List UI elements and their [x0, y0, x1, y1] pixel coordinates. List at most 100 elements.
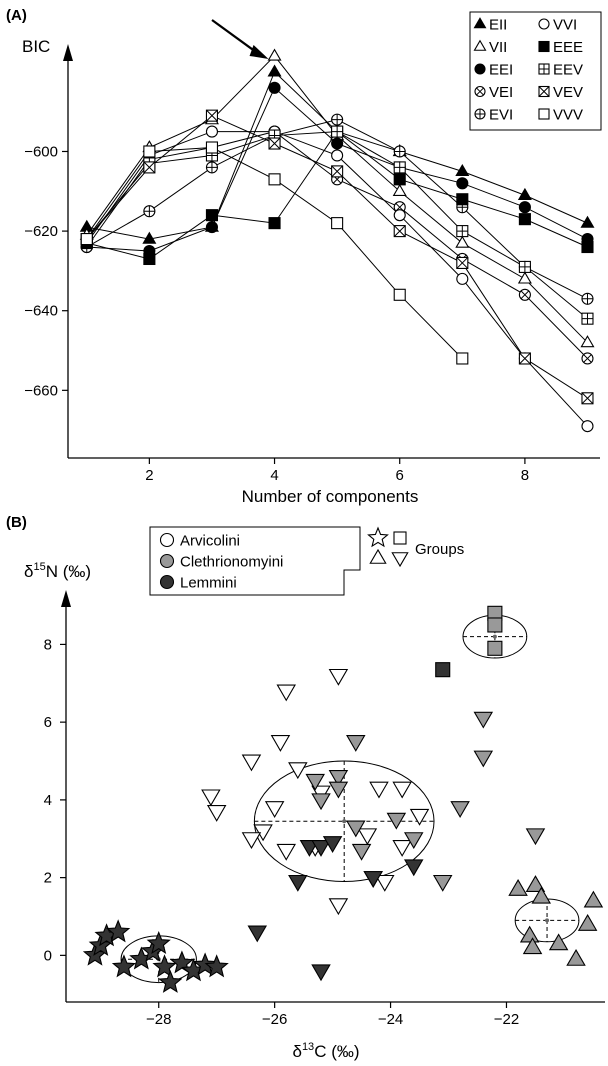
panel-b-point-triangle-down-arvicolini	[369, 781, 389, 799]
panel-a-point-vii	[517, 271, 532, 284]
panel-a-point-vev-cross	[519, 352, 531, 365]
panel-b-point-triangle-down-lemmini	[322, 836, 343, 853]
panel-a-legend-label-vei: VEI	[489, 84, 513, 101]
panel-b-legend-label-lemmini: Lemmini	[180, 575, 237, 592]
panel-b-y-label-sup: 15	[33, 561, 45, 573]
panel-a-point-eev-plus	[581, 313, 593, 325]
panel-a-series	[79, 48, 595, 433]
panel-b-y-axis-arrow	[61, 590, 71, 607]
panel-a-point-eee	[143, 252, 156, 266]
panel-b-point-star-lemmini	[146, 930, 171, 954]
panel-b-point-star-lemmini	[158, 969, 183, 993]
panel-b-ellipse-center	[342, 819, 347, 824]
panel-a-point-eei	[518, 201, 531, 214]
panel-a-legend-marker-eev-plus	[539, 64, 549, 74]
panel-a-point-vev-cross	[268, 137, 281, 150]
panel-a-point-eii	[517, 187, 532, 200]
panel-a-point-eei	[268, 81, 281, 94]
panel-b-point-triangle-down-clethrionomyini	[305, 773, 325, 791]
panel-a-arrow-head	[249, 44, 269, 59]
panel-b-point-triangle-down-arvicolini	[357, 828, 378, 846]
panel-b-ellipses	[120, 614, 580, 984]
panel-b-point-triangle-down-arvicolini	[392, 781, 412, 799]
panel-b-x-tick-label: −26	[262, 1011, 287, 1028]
panel-b-legend-square	[393, 531, 407, 545]
panel-a-point-vvv	[393, 288, 406, 301]
panel-b-point-triangle-down-clethrionomyini	[450, 801, 470, 818]
panel-a-point-eii	[580, 215, 595, 228]
panel-b-point-triangle-down-arvicolini	[241, 754, 262, 772]
panel-a-legend-label-eev: EEV	[553, 62, 583, 79]
panel-a-legend-marker-vvv	[538, 108, 550, 120]
panel-a-legend-marker-eei	[474, 63, 486, 75]
panel-a-x-axis-label: Number of components	[242, 487, 419, 506]
panel-a-point-eei	[331, 137, 344, 150]
panel-a-point-vvi	[581, 420, 594, 433]
panel-a-legend-marker-vev-cross	[538, 86, 550, 97]
panel-b-x-tick-label: −24	[378, 1011, 403, 1028]
panel-b-legend-box	[149, 526, 361, 596]
panel-b-y-tick-label: 6	[44, 714, 52, 731]
panel-b-point-triangle-down-clethrionomyini	[473, 750, 494, 768]
panel-a-point-vvv	[331, 217, 344, 230]
panel-b-point-triangle-up-clethrionomyini	[548, 933, 569, 951]
panel-a-point-vev-cross	[206, 109, 218, 122]
panel-a-point-eee	[581, 240, 594, 254]
panel-b-point-triangle-down-lemmini	[288, 874, 308, 892]
panel-b-x-tick-label: −28	[146, 1011, 171, 1028]
panel-b-legend-label-clethrionomyini: Clethrionomyini	[180, 554, 283, 571]
panel-b-x-label-rest: C (‰)	[314, 1042, 359, 1061]
panel-a-legend-label-eei: EEI	[489, 62, 513, 79]
panel-a-legend-label-vvi: VVI	[553, 17, 577, 34]
panel-b-point-triangle-up-clethrionomyini	[519, 925, 540, 943]
panel-b-point-triangle-down-arvicolini	[201, 789, 221, 807]
panel-b-legend-triangle-up	[369, 548, 387, 564]
panel-a-point-vev-cross	[456, 257, 469, 269]
panel-b-point-triangle-up-clethrionomyini	[531, 886, 552, 904]
panel-a-point-vii	[455, 235, 470, 248]
panel-a-legend-box	[469, 11, 602, 131]
panel-a-legend-label-vvv: VVV	[553, 107, 583, 124]
panel-b-ellipse-center	[545, 918, 550, 923]
panel-b-point-triangle-up-clethrionomyini	[577, 913, 598, 931]
panel-a-point-eee	[393, 173, 406, 186]
panel-b-axes: −28 −26 −24 −22 0 2 4 6 8	[44, 590, 605, 1028]
panel-a-y-axis-arrow	[63, 44, 73, 61]
panel-b-y-tick-label: 0	[44, 947, 52, 964]
panel-b-point-triangle-down-clethrionomyini	[328, 781, 349, 799]
panel-a-point-vii	[267, 48, 282, 61]
panel-b-label: (B)	[6, 514, 27, 531]
panel-b-ellipse-center	[492, 634, 497, 639]
panel-b-point-triangle-down-arvicolini	[409, 808, 430, 826]
panel-a-legend-label-vev: VEV	[553, 84, 583, 101]
panel-a-point-eii	[455, 163, 470, 177]
panel-a-point-eee	[456, 193, 469, 206]
panel-a-point-eii	[267, 64, 282, 77]
panel-a-point-eee	[518, 213, 531, 226]
panel-a-point-eev-plus	[519, 261, 531, 273]
panel-a-legend-label-vii: VII	[489, 39, 507, 56]
panel-b-point-triangle-down-lemmini	[311, 839, 331, 857]
panel-b-legend-marker-arvicolini	[159, 532, 175, 548]
panel-a-point-eev-plus	[456, 225, 468, 237]
panel-b-point-square-clethrionomyini	[487, 617, 503, 633]
panel-a-point-vvv	[80, 233, 93, 246]
panel-b-point-square-lemmini	[435, 662, 451, 678]
panel-a-point-vii	[392, 183, 407, 196]
panel-a-y-tick-label: −640	[24, 303, 58, 320]
panel-b-point-triangle-down-clethrionomyini	[432, 874, 453, 892]
panel-a-x-tick-label: 6	[396, 467, 404, 484]
panel-a-legend-marker-vei-cross	[476, 87, 484, 96]
panel-b-point-triangle-down-lemmini	[403, 859, 424, 877]
panel-b-point-triangle-down-arvicolini	[276, 684, 296, 702]
panel-b-x-tick-label: −22	[494, 1011, 519, 1028]
panel-b-legend-marker-lemmini	[159, 574, 175, 590]
panel-a-point-vvv	[268, 173, 281, 186]
panel-b-point-triangle-down-clethrionomyini	[403, 832, 424, 850]
panel-a-point-evi-plus	[143, 205, 155, 217]
panel-b-point-triangle-down-clethrionomyini	[346, 820, 366, 838]
panel-a-y-tick-label: −600	[24, 143, 58, 160]
panel-a-point-vev-cross	[581, 392, 594, 405]
panel-a-legend-label-eee: EEE	[553, 39, 583, 56]
